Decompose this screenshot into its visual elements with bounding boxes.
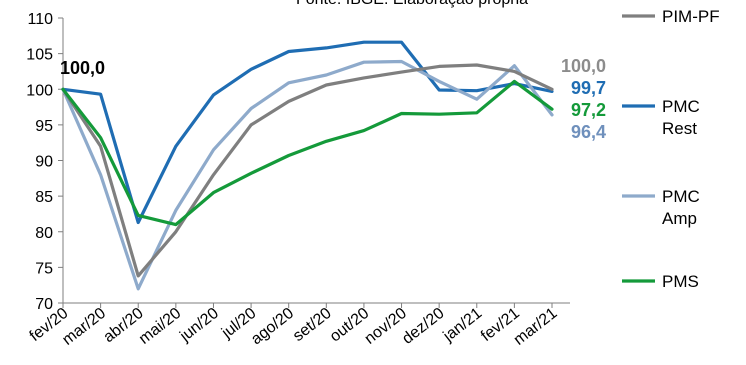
value-annotation: 97,2 xyxy=(571,100,606,120)
x-tick-label: nov/20 xyxy=(362,305,410,348)
legend-label: PIM-PF xyxy=(662,7,720,26)
y-tick-label: 95 xyxy=(35,118,53,135)
value-annotation: 96,4 xyxy=(571,122,606,142)
y-tick-label: 85 xyxy=(35,189,53,206)
series-line-pms xyxy=(61,79,554,227)
series-line-pmc-amp xyxy=(61,59,554,291)
source-note: Fonte: IBGE. Elaboração própria xyxy=(296,0,528,8)
x-tick-label: ago/20 xyxy=(248,305,297,349)
y-axis-ticks: 70 75 80 85 90 95 100 105 110 xyxy=(26,11,63,313)
y-tick-label: 75 xyxy=(35,260,53,277)
y-tick-label: 100 xyxy=(26,82,53,99)
legend-label: PMS xyxy=(662,272,699,291)
y-tick-label: 80 xyxy=(35,225,53,242)
x-tick-label: mar/21 xyxy=(511,305,561,349)
series-line-pim-pf xyxy=(61,63,554,278)
series-line-pmc-rest xyxy=(61,40,554,225)
series-lines xyxy=(61,40,554,291)
legend: PIM-PF PMC Rest PMC Amp PMS xyxy=(622,7,720,291)
x-tick-label: set/20 xyxy=(290,305,335,345)
x-tick-label: jan/21 xyxy=(440,305,486,346)
value-annotation: 100,0 xyxy=(561,56,606,76)
value-annotation: 100,0 xyxy=(60,58,105,78)
y-tick-label: 70 xyxy=(35,296,53,313)
y-tick-label: 90 xyxy=(35,154,53,171)
x-tick-label: jun/20 xyxy=(176,305,222,346)
axes xyxy=(62,18,570,304)
x-tick-label: mai/20 xyxy=(136,305,184,348)
y-tick-label: 110 xyxy=(27,11,53,28)
x-tick-label: mar/20 xyxy=(59,305,109,349)
legend-label: PMC Rest xyxy=(662,97,700,138)
end-labels: 100,0 100,099,797,296,4 xyxy=(60,56,606,142)
x-tick-label: dez/20 xyxy=(399,305,447,348)
x-axis-ticks: fev/20mar/20abr/20mai/20jun/20jul/20ago/… xyxy=(27,303,561,349)
y-tick-label: 105 xyxy=(26,47,53,64)
value-annotation: 99,7 xyxy=(571,78,606,98)
legend-label: PMC Amp xyxy=(662,187,700,228)
